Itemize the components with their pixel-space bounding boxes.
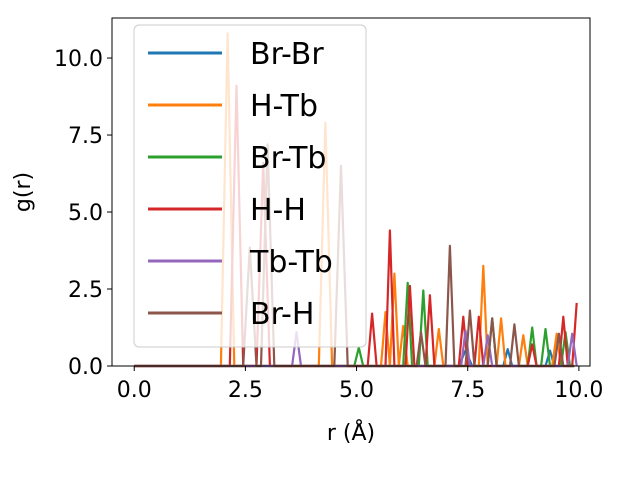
y-axis: 0.0 2.5 5.0 7.5 10.0 — [54, 47, 112, 380]
y-tick-label: 5.0 — [68, 201, 103, 226]
y-tick-label: 0.0 — [68, 355, 103, 380]
legend-label: Tb-Tb — [249, 245, 333, 280]
x-tick-label: 2.5 — [228, 378, 263, 403]
plot-frame — [111, 17, 591, 367]
y-tick-label: 10.0 — [54, 47, 103, 72]
legend-label: H-H — [250, 193, 306, 228]
legend-label: Br-H — [250, 297, 314, 332]
x-axis-label: r (Å) — [327, 419, 375, 446]
x-tick-label: 0.0 — [117, 378, 152, 403]
legend: Br-Br H-Tb Br-Tb H-H Tb-Tb Br-H — [133, 24, 367, 348]
y-tick-label: 2.5 — [68, 278, 103, 303]
legend-label: Br-Br — [250, 37, 324, 72]
legend-label: H-Tb — [250, 89, 318, 124]
x-axis: 0.0 2.5 5.0 7.5 10.0 — [117, 366, 603, 403]
y-tick-label: 7.5 — [68, 124, 103, 149]
x-tick-label: 10.0 — [554, 378, 603, 403]
x-tick-label: 7.5 — [450, 378, 485, 403]
x-tick-label: 5.0 — [339, 378, 374, 403]
legend-label: Br-Tb — [250, 141, 326, 176]
y-axis-label: g(r) — [11, 172, 36, 212]
